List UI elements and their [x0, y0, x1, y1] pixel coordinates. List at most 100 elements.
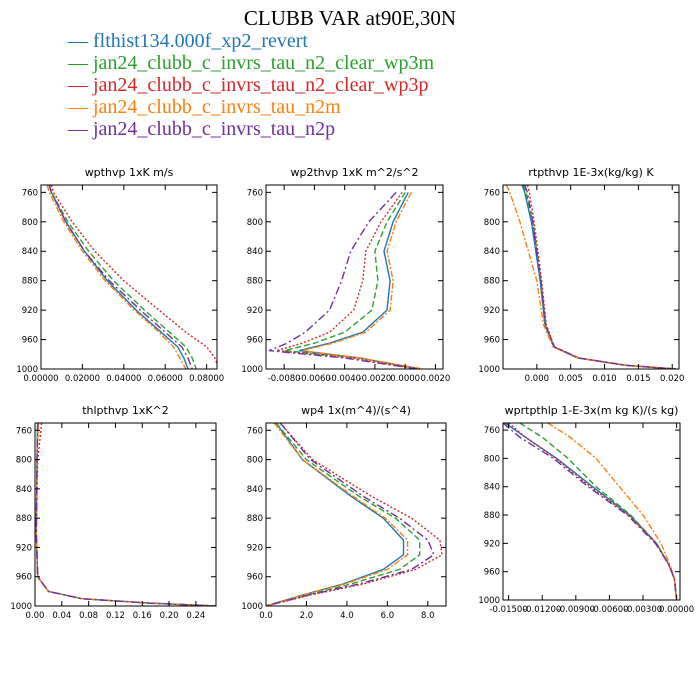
plot-frame [265, 184, 444, 370]
legend-label: jan24_clubb_c_invrs_tau_n2p [93, 118, 336, 140]
panel-1: wpthvp 1xK m/s 760 800 840 880 920 960 10000.00… [16, 166, 224, 384]
y-tick-label: 920 [484, 306, 500, 316]
series-line [266, 423, 409, 606]
legend-label: jan24_clubb_c_invrs_tau_n2m [93, 96, 341, 118]
legend-swatch: — [68, 96, 93, 118]
x-tick-label: 0.0 [259, 611, 273, 621]
y-tick-label: 1000 [241, 602, 263, 612]
x-tick-label: -0.0020 [359, 374, 392, 384]
panel-title: wprtpthlp 1-E-3x(m kg K)/(s kg) [505, 404, 679, 417]
legend-label: jan24_clubb_c_invrs_tau_n2_clear_wp3p [93, 74, 429, 96]
x-tick-label: 0.02000 [65, 374, 100, 384]
series-line [521, 185, 676, 369]
x-tick-label: 0.20 [160, 611, 179, 621]
y-tick-label: 840 [247, 485, 263, 495]
x-tick-label: 0.015 [626, 374, 650, 384]
series-line [508, 423, 678, 600]
x-tick-label: 2.0 [300, 611, 314, 621]
panel-6: wprtpthlp 1-E-3x(m kg K)/(s kg) 760 800 840… [478, 404, 694, 615]
series-line [524, 185, 676, 369]
series-line [505, 185, 676, 369]
y-tick-label: 880 [22, 277, 38, 287]
legend-swatch: — [68, 118, 93, 140]
panel-2: wp2thvp 1xK m^2/s^2 760 800 840 880 920 960 100… [241, 166, 450, 384]
series-line [504, 423, 678, 600]
y-tick-label: 1000 [10, 602, 32, 612]
y-tick-label: 840 [484, 483, 500, 493]
series-line [522, 185, 676, 369]
series-line [35, 423, 216, 606]
x-tick-label: 6.0 [381, 611, 395, 621]
legend-item: — flthist134.000f_xp2_revert [68, 30, 434, 52]
panel-title: thlpthvp 1xK^2 [82, 404, 169, 417]
x-tick-label: 0.08 [79, 611, 98, 621]
y-tick-label: 800 [247, 218, 263, 228]
y-tick-label: 800 [16, 456, 32, 466]
legend-swatch: — [68, 30, 93, 52]
y-tick-label: 960 [484, 336, 500, 346]
series-line [284, 192, 418, 369]
x-tick-label: -0.01500 [489, 605, 527, 615]
y-tick-label: 760 [484, 426, 500, 436]
series-line [503, 423, 678, 600]
series-line [276, 191, 418, 369]
x-tick-label: 0.0020 [421, 374, 451, 384]
x-tick-label: 0.00000 [659, 605, 694, 615]
legend-item: — jan24_clubb_c_invrs_tau_n2_clear_wp3m [68, 52, 434, 74]
y-tick-label: 1000 [478, 365, 500, 375]
legend-item: — jan24_clubb_c_invrs_tau_n2p [68, 118, 434, 140]
legend-item: — jan24_clubb_c_invrs_tau_n2_clear_wp3p [68, 74, 434, 96]
x-tick-label: -0.0060 [298, 374, 331, 384]
y-tick-label: 840 [16, 485, 32, 495]
y-tick-label: 960 [484, 568, 500, 578]
y-tick-label: 760 [247, 188, 263, 198]
x-tick-label: 0.0000 [390, 374, 420, 384]
y-tick-label: 880 [484, 277, 500, 287]
x-tick-label: 0.24 [186, 611, 205, 621]
y-tick-label: 840 [484, 247, 500, 257]
panel-title: wpthvp 1xK m/s [85, 166, 174, 179]
plot-frame [502, 422, 681, 601]
y-tick-label: 760 [22, 188, 38, 198]
y-tick-label: 880 [247, 277, 263, 287]
series-line [35, 423, 216, 606]
y-tick-label: 960 [247, 573, 263, 583]
plot-frame [265, 422, 447, 607]
series-line [526, 185, 676, 369]
series-line [48, 185, 197, 369]
x-tick-label: -0.01200 [523, 605, 561, 615]
y-tick-label: 920 [16, 543, 32, 553]
x-tick-label: -0.0080 [268, 374, 301, 384]
y-tick-label: 1000 [241, 365, 263, 375]
figure-title: CLUBB VAR at90E,30N [243, 6, 457, 30]
panel-4: thlpthvp 1xK^2 760 800 840 880 920 960 10000.00… [10, 404, 217, 621]
x-tick-label: 8.0 [421, 611, 435, 621]
legend-label: jan24_clubb_c_invrs_tau_n2_clear_wp3m [93, 52, 435, 74]
series-line [48, 185, 189, 369]
x-tick-label: 0.00000 [23, 374, 58, 384]
series-line [50, 185, 217, 366]
legend-label: flthist134.000f_xp2_revert [93, 30, 308, 52]
panel-5: wp4 1x(m^4)/(s^4) 760 800 840 880 920 960 10000… [241, 404, 447, 621]
x-tick-label: 0.06000 [148, 374, 183, 384]
y-tick-label: 920 [247, 306, 263, 316]
x-tick-label: 4.0 [340, 611, 354, 621]
plot-frame [34, 422, 217, 607]
x-tick-label: -0.0040 [328, 374, 361, 384]
series-line [35, 423, 216, 606]
series-line [46, 185, 187, 369]
x-tick-label: 0.000 [525, 374, 549, 384]
panel-title: rtpthvp 1E-3x(kg/kg) K [528, 166, 654, 179]
legend-swatch: — [68, 74, 93, 96]
y-tick-label: 880 [247, 514, 263, 524]
panel-title: wp2thvp 1xK m^2/s^2 [290, 166, 418, 179]
y-tick-label: 880 [16, 514, 32, 524]
x-tick-label: 0.04000 [106, 374, 141, 384]
series-line [266, 423, 421, 606]
y-tick-label: 760 [247, 426, 263, 436]
y-tick-label: 800 [22, 218, 38, 228]
series-line [547, 423, 678, 600]
y-tick-label: 880 [484, 511, 500, 521]
series-line [266, 423, 443, 606]
plot-frame [40, 184, 218, 370]
